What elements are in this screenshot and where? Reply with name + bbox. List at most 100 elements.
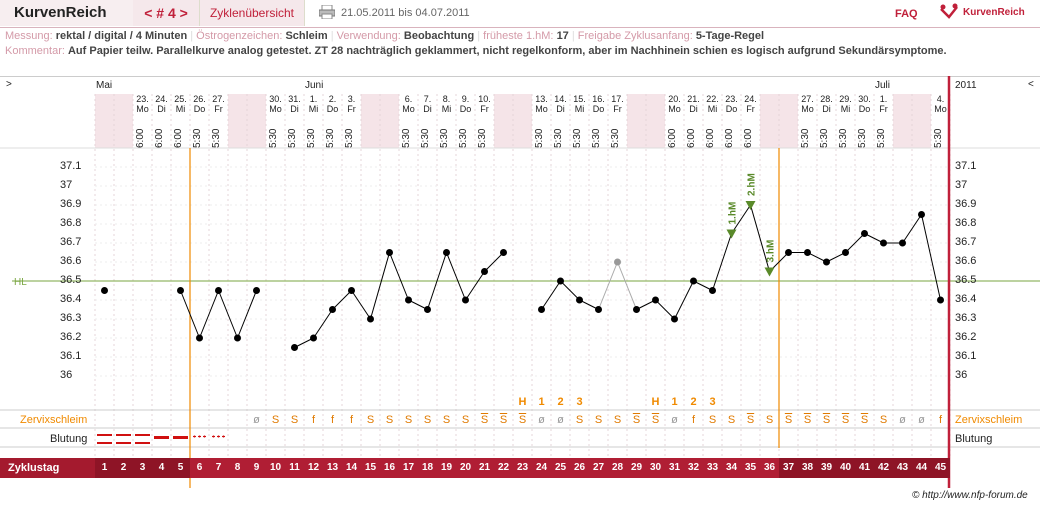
mucus-value: f <box>330 414 335 426</box>
y-tick-right: 36 <box>955 369 968 381</box>
footer-copyright[interactable]: © http://www.nfp-forum.de <box>912 490 1028 501</box>
bleeding-mark <box>192 435 207 438</box>
y-tick-right: 36.4 <box>955 293 977 305</box>
weekday-label: Mi <box>574 104 585 114</box>
weekday-label: Fr <box>347 104 356 114</box>
weekday-label: Do <box>459 104 472 114</box>
date-label: 23. <box>725 94 738 104</box>
weekday-label: Mo <box>801 104 814 114</box>
date-column: 21. Sa 4:30 <box>95 94 114 148</box>
weekday-label: So <box>250 104 262 114</box>
nav-left[interactable]: > <box>6 79 12 90</box>
date-label: 25. <box>763 94 776 104</box>
date-column: 16. Do 5:30 <box>589 94 608 148</box>
date-column: 20. Mo 6:00 <box>665 94 684 148</box>
date-column: 22. So 6:00 <box>114 94 133 148</box>
time-label: 6:00 <box>705 128 716 148</box>
tab-cycle-overview[interactable]: Zyklenübersicht <box>200 0 305 26</box>
weekday-label: Sa <box>497 104 509 114</box>
date-column: 21. Di 6:00 <box>684 94 703 148</box>
time-label: 5:30 <box>420 128 431 148</box>
date-column: 10. Fr 5:30 <box>475 94 494 148</box>
time-label: 5:30 <box>591 128 602 148</box>
faq-link[interactable]: FAQ <box>895 8 918 20</box>
cycle-day-number: 1 <box>95 458 114 478</box>
y-tick-right: 37.1 <box>955 160 977 172</box>
nav-right[interactable]: < <box>1028 79 1034 90</box>
bleeding-mark <box>97 434 112 444</box>
app-title: KurvenReich <box>0 0 133 26</box>
weekday-label: Fr <box>879 104 888 114</box>
weekday-label: Di <box>290 104 299 114</box>
weekday-label: Mo <box>402 104 415 114</box>
date-column: 12. So 6:00 <box>513 94 532 148</box>
cycle-day-number: 31 <box>665 458 684 478</box>
mucus-value: S <box>708 414 717 426</box>
cycle-day-number: 27 <box>589 458 608 478</box>
cycle-navigator[interactable]: < # 4 > <box>133 0 200 26</box>
cycle-day-number: 28 <box>608 458 627 478</box>
cycle-day-number: 29 <box>627 458 646 478</box>
date-column: 23. Mo 6:00 <box>133 94 152 148</box>
cycle-day-number: 19 <box>437 458 456 478</box>
date-column: 15. Mi 5:30 <box>570 94 589 148</box>
weekday-label: Di <box>157 104 166 114</box>
time-label: 5:30 <box>382 128 393 148</box>
cycle-day-number: 32 <box>684 458 703 478</box>
mucus-value: S <box>499 414 508 426</box>
mucus-value: S <box>613 414 622 426</box>
date-column: 29. So 6:30 <box>247 94 266 148</box>
weekday-label: Sa <box>98 104 110 114</box>
y-tick-left: 36.8 <box>60 217 82 229</box>
time-label: 7:00 <box>914 128 925 148</box>
weekday-label: Do <box>592 104 605 114</box>
weekday-label: Mi <box>840 104 851 114</box>
y-tick-left: 36 <box>60 369 73 381</box>
mucus-value: S <box>518 414 527 426</box>
cycle-day-number: 13 <box>323 458 342 478</box>
date-column: 30. Mo 5:30 <box>266 94 285 148</box>
date-column: 26. So 5:30 <box>779 94 798 148</box>
time-label: 5:30 <box>838 128 849 148</box>
weekday-label: Sa <box>763 104 775 114</box>
date-label: 30. <box>858 94 871 104</box>
peak-day-label: 1 <box>538 396 545 408</box>
date-label: 29. <box>839 94 852 104</box>
date-column: 26. Do 5:30 <box>190 94 209 148</box>
month-mai: Mai <box>96 80 113 91</box>
mucus-value: S <box>784 414 793 426</box>
cycle-day-number: 14 <box>342 458 361 478</box>
peak-day-label: 2 <box>690 396 697 408</box>
mucus-value: f <box>311 414 316 426</box>
date-label: 5. <box>385 94 394 104</box>
mucus-value: S <box>822 414 831 426</box>
date-label: 18. <box>630 94 643 104</box>
weekday-label: Do <box>725 104 738 114</box>
mucus-value: S <box>461 414 470 426</box>
bleeding-mark <box>154 436 169 439</box>
mucus-value: S <box>385 414 394 426</box>
date-label: 10. <box>478 94 491 104</box>
mucus-value: S <box>841 414 850 426</box>
date-label: 13. <box>535 94 548 104</box>
date-label: 28. <box>820 94 833 104</box>
weekday-label: Mi <box>308 104 319 114</box>
mucus-value: f <box>349 414 354 426</box>
date-column: 31. Di 5:30 <box>285 94 304 148</box>
month-juli: Juli <box>875 80 891 91</box>
weekday-label: Fr <box>746 104 755 114</box>
cycle-day-number: 10 <box>266 458 285 478</box>
date-column: 22. Mi 6:00 <box>703 94 722 148</box>
cycle-day-number: 20 <box>456 458 475 478</box>
weekday-label: Sa <box>231 104 243 114</box>
cycle-day-number: 15 <box>361 458 380 478</box>
print-icon[interactable] <box>318 4 336 20</box>
date-column: 8. Mi 5:30 <box>437 94 456 148</box>
cycle-day-number: 23 <box>513 458 532 478</box>
date-column: 6. Mo 5:30 <box>399 94 418 148</box>
weekday-label: So <box>649 104 661 114</box>
cycle-day-row: Zyklustag 1 2 3 4 5 6 7 8 9 10 11 12 13 14 15 16 17 18 19 2… <box>0 458 950 478</box>
date-label: 31. <box>288 94 301 104</box>
cycle-day-number: 9 <box>247 458 266 478</box>
date-column: 24. Fr 6:00 <box>741 94 760 148</box>
